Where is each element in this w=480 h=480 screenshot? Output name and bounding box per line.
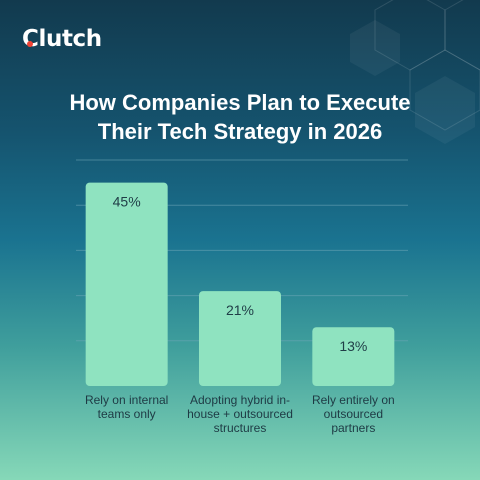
category-label-3: Rely entirely on outsourced partners: [312, 393, 395, 435]
chart-title: How Companies Plan to Execute Their Tech…: [0, 88, 480, 146]
category-label-line: Rely entirely on: [312, 393, 395, 407]
clutch-logo: Clutch: [22, 22, 102, 56]
category-label-line: teams only: [98, 407, 156, 421]
bar-value-label-1: 45%: [113, 194, 141, 210]
logo-letters-rest: lutch: [38, 25, 102, 52]
category-label-line: house + outsourced: [187, 407, 293, 421]
logo-text: Clutch: [22, 25, 102, 52]
category-label-line: outsourced: [324, 407, 383, 421]
category-label-line: structures: [214, 421, 267, 435]
chart-title-line-1: How Companies Plan to Execute: [69, 90, 411, 115]
category-label-2: Adopting hybrid in-house + outsourced str…: [187, 393, 293, 435]
bar-value-label-3: 13%: [339, 338, 367, 354]
bar-2: [199, 291, 281, 386]
chart-title-line-2: Their Tech Strategy in 2026: [97, 119, 383, 144]
bar-3: [312, 327, 395, 386]
category-label-line: partners: [331, 421, 375, 435]
logo-accent-dot-icon: [27, 40, 34, 47]
category-label-line: Rely on internal: [85, 393, 168, 407]
bar-1: [85, 182, 168, 386]
logo-letter-c: C: [22, 25, 39, 52]
category-label-line: Adopting hybrid in-: [190, 393, 290, 407]
category-label-1: Rely on internal teams only: [85, 393, 168, 421]
bar-value-label-2: 21%: [226, 302, 254, 318]
